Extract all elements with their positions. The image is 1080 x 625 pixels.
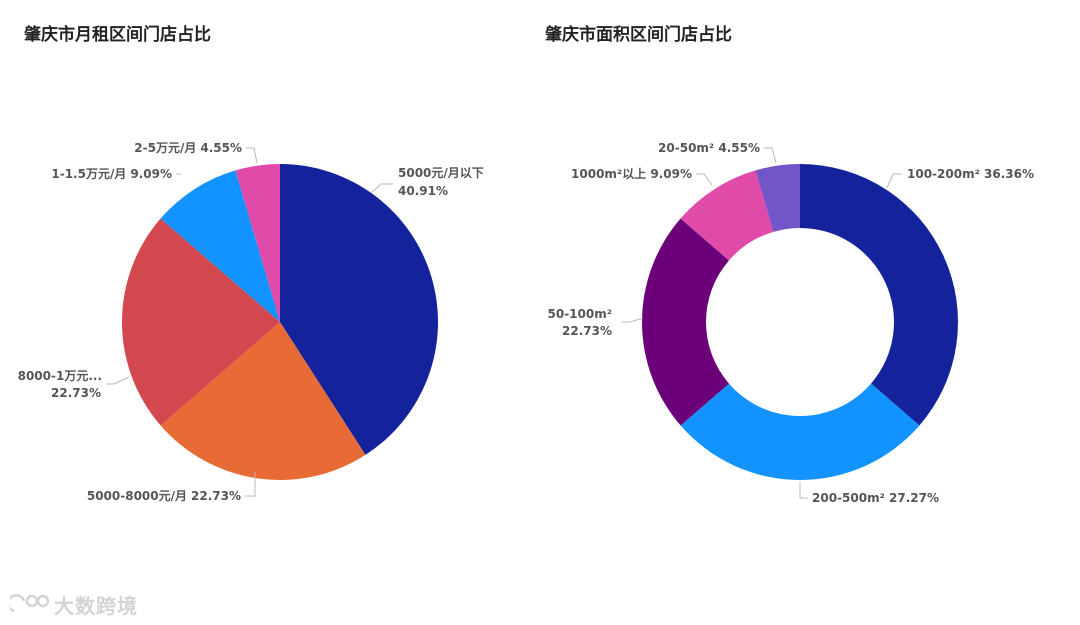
pie-rent	[121, 164, 438, 480]
leader-area-0	[886, 173, 902, 189]
leader-rent-1	[245, 472, 256, 497]
label-rent-4-name: 2-5万元/月 4.55%	[134, 141, 242, 155]
label-area-3: 1000m²以上 9.09%	[571, 166, 692, 181]
leader-rent-4	[246, 147, 258, 164]
watermark-text: 大数跨境	[54, 594, 138, 618]
area-slice-2[interactable]	[642, 218, 729, 426]
label-area-2-name: 50-100m²	[548, 307, 613, 321]
label-area-1: 200-500m² 27.27%	[812, 491, 939, 505]
leader-area-4	[764, 147, 777, 164]
label-rent-3-category: 1-1.5万元/月	[51, 167, 126, 181]
label-rent-0-name: 5000元/月以下	[398, 166, 484, 180]
leader-rent-2	[106, 376, 130, 385]
rent-slice-0[interactable]	[280, 164, 438, 455]
chart-title-area: 肇庆市面积区间门店占比	[545, 25, 732, 45]
label-rent-2-name: 8000-1万元...	[18, 369, 102, 383]
rent-slice-1[interactable]	[160, 322, 366, 480]
leader-area-1	[799, 482, 808, 499]
label-rent-2-value: 22.73%	[51, 386, 101, 400]
label-area-0: 100-200m² 36.36%	[907, 167, 1034, 181]
label-rent-1-value: 22.73%	[191, 489, 241, 503]
label-area-4: 20-50m² 4.55%	[658, 141, 760, 155]
label-rent-4-category: 2-5万元/月	[134, 141, 196, 155]
leader-area-2	[622, 317, 644, 323]
label-rent-1-category: 5000-8000元/月	[87, 489, 187, 503]
label-rent-3-name: 1-1.5万元/月 9.09%	[51, 167, 172, 181]
chart-title-rent: 肇庆市月租区间门店占比	[24, 25, 211, 45]
area-slice-4[interactable]	[755, 164, 800, 232]
area-slice-1[interactable]	[680, 383, 920, 481]
label-area-2-value: 22.73%	[562, 324, 612, 338]
label-rent-0-value: 40.91%	[398, 184, 448, 198]
leader-area-3	[696, 173, 713, 186]
rent-slice-3[interactable]	[160, 170, 280, 322]
donut-area	[642, 164, 958, 481]
label-rent-1-name: 5000-8000元/月 22.73%	[87, 489, 241, 503]
rent-slice-4[interactable]	[235, 164, 280, 322]
label-rent-4-value: 4.55%	[200, 141, 242, 155]
leader-rent-0	[370, 183, 393, 194]
rent-slice-2[interactable]	[121, 218, 280, 426]
rent-labels: 5000元/月以下 40.91% 5000-8000元/月 22.73% 8000…	[18, 141, 484, 503]
label-rent-3-value: 9.09%	[130, 167, 172, 181]
area-slice-3[interactable]	[680, 170, 774, 261]
area-labels: 100-200m² 36.36% 200-500m² 27.27% 50-100…	[548, 141, 1035, 505]
area-slice-0[interactable]	[800, 164, 958, 426]
watermark-logo-icon	[10, 593, 50, 612]
watermark: 大数跨境	[10, 590, 138, 619]
